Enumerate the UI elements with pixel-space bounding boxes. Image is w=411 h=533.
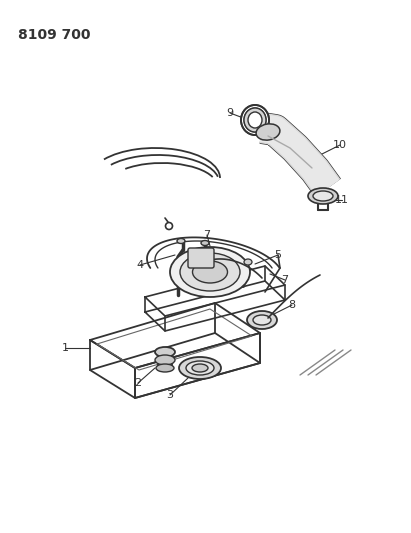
Ellipse shape	[308, 188, 338, 204]
Ellipse shape	[247, 311, 277, 329]
Text: 11: 11	[335, 195, 349, 205]
Ellipse shape	[180, 253, 240, 291]
Text: 8109 700: 8109 700	[18, 28, 90, 42]
Ellipse shape	[253, 315, 271, 325]
Ellipse shape	[179, 357, 221, 379]
Text: 3: 3	[166, 390, 173, 400]
Text: 5: 5	[275, 250, 282, 260]
FancyBboxPatch shape	[188, 248, 214, 268]
Text: 1: 1	[62, 343, 69, 353]
Ellipse shape	[170, 247, 250, 297]
Text: 6: 6	[238, 280, 245, 290]
Ellipse shape	[156, 364, 174, 372]
Ellipse shape	[256, 124, 280, 140]
Text: 4: 4	[136, 260, 143, 270]
Ellipse shape	[244, 108, 266, 132]
Ellipse shape	[155, 355, 175, 365]
Text: 9: 9	[226, 108, 233, 118]
Text: 8: 8	[289, 300, 296, 310]
Ellipse shape	[192, 261, 228, 283]
Ellipse shape	[244, 259, 252, 265]
Ellipse shape	[177, 238, 185, 244]
Ellipse shape	[241, 105, 269, 135]
Ellipse shape	[155, 347, 175, 357]
Ellipse shape	[248, 112, 262, 128]
Text: 2: 2	[134, 378, 141, 388]
Text: 7: 7	[203, 230, 210, 240]
Ellipse shape	[201, 240, 209, 246]
Ellipse shape	[313, 191, 333, 201]
Text: 7: 7	[282, 275, 289, 285]
Ellipse shape	[186, 361, 214, 375]
Ellipse shape	[192, 364, 208, 372]
Text: 10: 10	[333, 140, 347, 150]
